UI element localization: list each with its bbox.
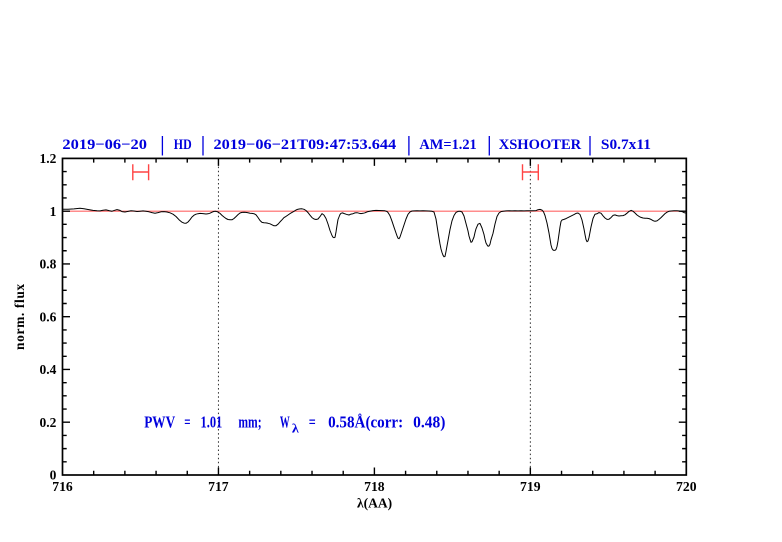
svg-text:0.2: 0.2: [40, 415, 57, 430]
svg-text:0.48): 0.48): [413, 414, 445, 432]
svg-text:mm;: mm;: [238, 414, 261, 433]
svg-text:0.6: 0.6: [40, 309, 57, 324]
svg-text:S0.7x11: S0.7x11: [601, 137, 651, 153]
svg-text:λ: λ: [292, 421, 299, 435]
svg-text:1.2: 1.2: [40, 151, 57, 166]
svg-text:1.01: 1.01: [201, 414, 223, 432]
svg-text:=: =: [184, 414, 190, 433]
svg-text:0.58Å(corr:: 0.58Å(corr:: [328, 413, 403, 432]
svg-text:=: =: [309, 414, 316, 432]
svg-text:0: 0: [50, 468, 57, 483]
svg-text:2019−06−20: 2019−06−20: [62, 137, 147, 153]
svg-text:PWV: PWV: [144, 414, 175, 432]
svg-text:0.4: 0.4: [40, 362, 57, 377]
svg-text:1: 1: [50, 204, 57, 219]
svg-text:718: 718: [364, 479, 385, 494]
svg-text:λ(AA): λ(AA): [357, 495, 392, 510]
svg-text:norm. flux: norm. flux: [12, 283, 27, 350]
svg-text:HD: HD: [174, 136, 192, 152]
svg-text:W: W: [280, 413, 290, 431]
svg-text:716: 716: [52, 479, 73, 494]
svg-text:XSHOOTER: XSHOOTER: [499, 137, 582, 153]
svg-text:719: 719: [520, 479, 541, 494]
svg-text:AM=1.21: AM=1.21: [419, 137, 476, 153]
svg-text:720: 720: [676, 479, 697, 494]
svg-text:0.8: 0.8: [40, 257, 57, 272]
svg-text:2019−06−21T09:47:53.644: 2019−06−21T09:47:53.644: [214, 137, 397, 153]
svg-text:717: 717: [208, 479, 229, 494]
